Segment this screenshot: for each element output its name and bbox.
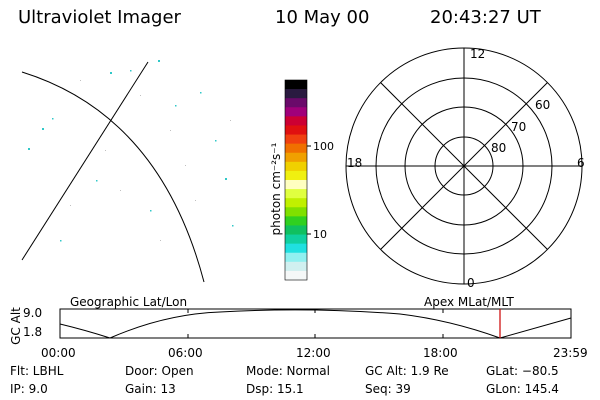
colorbar-band [285,216,307,226]
geographic-noise-dots [28,60,234,242]
polar-label-0: 0 [467,276,475,290]
dsp-info: Dsp: 15.1 [246,382,304,396]
colorbar-band [285,107,307,117]
colorbar-band [285,80,307,90]
colorbar-band [285,98,307,108]
altitude-curve [59,309,572,339]
x-tick-1200: 12:00 [296,346,331,360]
polar-label-18: 18 [347,156,363,170]
x-tick-2359: 23:59 [553,346,588,360]
door-info: Door: Open [125,364,194,378]
filter-info: Flt: LBHL [10,364,64,378]
colorbar-band [285,170,307,181]
longitude-line [21,61,149,261]
colorbar-band [285,152,307,163]
colorbar-band [285,270,307,281]
colorbar-band [285,261,307,272]
colorbar-band [285,243,307,254]
colorbar-band [285,198,307,208]
colorbar-band [285,134,307,145]
polar-lat-70: 70 [511,120,527,134]
apex-panel-label: Apex MLat/MLT [424,295,514,309]
geographic-gray-dots [70,80,231,241]
ip-info: IP: 9.0 [10,382,48,396]
polar-lat-60: 60 [535,98,551,112]
polar-lat-80: 80 [491,141,507,155]
colorbar-band [285,116,307,126]
colorbar-band [285,252,307,263]
polar-axis-diag2 [380,82,548,250]
altitude-y-bottom: 1.8 [23,325,43,339]
time-label: 20:43:27 UT [430,7,541,28]
x-tick-0600: 06:00 [168,346,203,360]
colorbar-band [285,125,307,136]
colorbar-band [285,143,307,154]
polar-label-6: 6 [577,156,585,170]
instrument-title: Ultraviolet Imager [18,7,181,28]
altitude-y-top: 9.0 [23,306,43,320]
colorbar-band [285,180,307,190]
seq-info: Seq: 39 [365,382,411,396]
mode-info: Mode: Normal [246,364,330,378]
color-scale-bar [284,79,311,281]
latitude-arc [21,71,205,283]
x-tick-1800: 18:00 [423,346,458,360]
x-tick-0000: 00:00 [41,346,76,360]
colorbar-tick-label-10: 10 [313,228,327,241]
gc-alt-info: GC Alt: 1.9 Re [365,364,449,378]
colorbar-band [285,161,307,172]
colorbar-band [285,189,307,199]
colorbar-band [285,207,307,217]
colorbar-band [285,225,307,236]
polar-label-12: 12 [470,47,486,61]
colorbar-band [285,89,307,99]
colorbar-tick-label-100: 100 [313,140,334,153]
gain-info: Gain: 13 [125,382,176,396]
date-label: 10 May 00 [275,7,370,28]
geographic-panel-label: Geographic Lat/Lon [70,295,188,309]
colorbar-band [285,234,307,245]
glat-info: GLat: −80.5 [486,364,559,378]
glon-info: GLon: 145.4 [486,382,559,396]
